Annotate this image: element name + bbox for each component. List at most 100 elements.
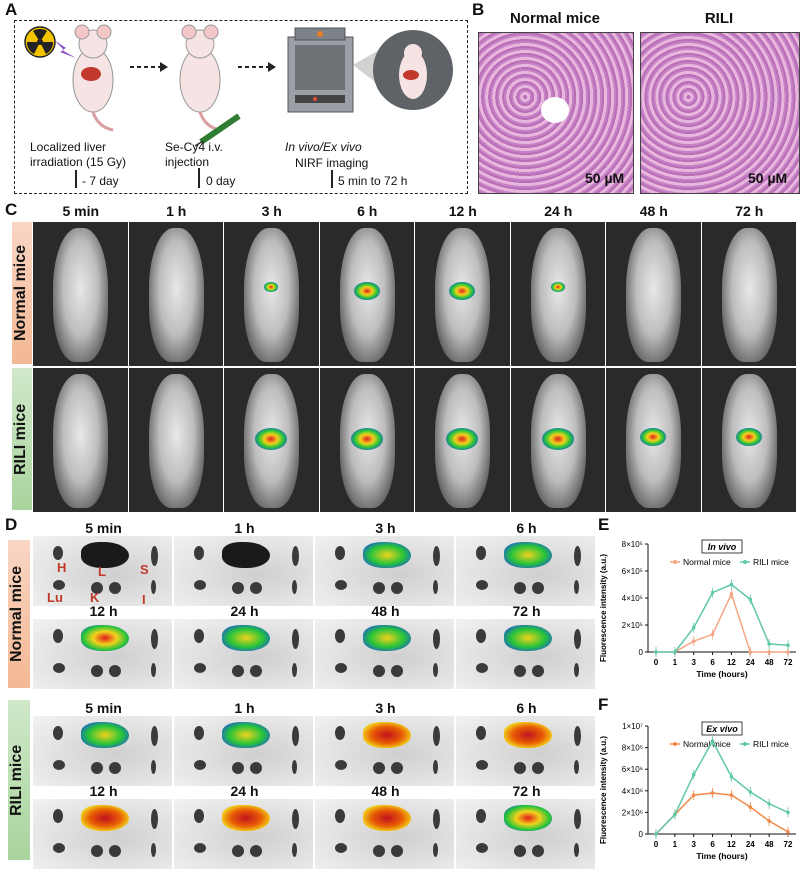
d-row-bg-normal — [8, 540, 30, 688]
d-time-label: 72 h — [512, 783, 541, 799]
d-row-bg-rili — [8, 700, 30, 860]
organ-label-liver: L — [98, 564, 106, 579]
y-tick-label: 4×10⁶ — [622, 787, 643, 796]
legend-entry: Normal mice — [683, 557, 731, 567]
y-tick-label: 2×10⁶ — [622, 808, 643, 817]
ex-vivo-image — [174, 536, 313, 606]
in-vivo-image — [224, 368, 319, 512]
x-tick-label: 12 — [727, 840, 736, 849]
liver-organ — [504, 542, 552, 568]
data-point — [786, 650, 790, 654]
d-time-label: 1 h — [234, 520, 255, 536]
x-tick-label: 12 — [727, 658, 736, 667]
y-tick-label: 0 — [639, 648, 644, 657]
organ-label-heart: H — [57, 560, 67, 575]
ex-vivo-image — [315, 716, 454, 786]
liver-organ — [81, 805, 129, 831]
ex-vivo-image — [174, 716, 313, 786]
liver-organ — [81, 722, 129, 748]
data-point — [767, 642, 771, 646]
fluorescence-signal — [640, 428, 666, 447]
lightning-icon — [54, 40, 76, 58]
organ-label-kidney: K — [90, 590, 100, 605]
liver-organ — [363, 625, 411, 651]
d-time-label: 48 h — [371, 783, 400, 799]
data-point — [786, 643, 790, 648]
x-tick-label: 0 — [654, 840, 659, 849]
c-time-label: 1 h — [166, 203, 187, 219]
fluorescence-signal — [449, 282, 475, 301]
d-time-label: 24 h — [230, 603, 259, 619]
data-point — [691, 772, 696, 777]
radiation-icon — [24, 26, 56, 58]
data-point — [729, 774, 734, 779]
in-vivo-image — [128, 222, 223, 366]
ex-vivo-image — [33, 536, 172, 606]
row-label-normal: Normal mice — [12, 244, 29, 342]
y-tick-label: 2×10⁵ — [622, 621, 643, 630]
liver-organ — [504, 625, 552, 651]
in-vivo-image — [128, 368, 223, 512]
liver-organ — [222, 625, 270, 651]
data-point — [710, 791, 715, 795]
data-point — [691, 793, 696, 797]
d-time-label: 48 h — [371, 603, 400, 619]
data-point — [729, 793, 734, 797]
y-tick-label: 1×10⁷ — [622, 722, 643, 731]
y-tick-label: 6×10⁶ — [622, 765, 643, 774]
in-vivo-image — [415, 222, 510, 366]
fluorescence-signal — [255, 428, 287, 451]
in-vivo-image — [510, 368, 605, 512]
data-point — [767, 650, 771, 654]
data-point — [786, 810, 790, 815]
in-vivo-image — [319, 368, 414, 512]
d-time-label: 3 h — [375, 700, 396, 716]
panel-label-f: F — [598, 695, 609, 714]
c-time-label: 72 h — [735, 203, 764, 219]
chart-ex-vivo: Ex vivo 0 2×10⁶ 4×10⁶ 6×10⁶ 8×10⁶ 1×10⁷ 0 1 3 6 12 2… — [599, 721, 796, 861]
y-tick-label: 8×10⁶ — [622, 744, 643, 753]
y-tick-label: 0 — [639, 830, 644, 839]
in-vivo-image — [33, 368, 128, 512]
step2-label: Se-Cy4 i.v. injection — [165, 140, 223, 169]
mouse-illustration-1 — [72, 24, 114, 132]
legend-entry: Normal mice — [683, 739, 731, 749]
data-point — [729, 592, 734, 596]
in-vivo-image — [701, 222, 796, 366]
d-time-label: 3 h — [375, 520, 396, 536]
ex-vivo-image — [315, 619, 454, 689]
liver-organ — [222, 542, 270, 568]
ex-vivo-image — [456, 619, 595, 689]
ex-vivo-image — [315, 799, 454, 869]
liver-organ — [81, 625, 129, 651]
x-tick-label: 48 — [765, 658, 774, 667]
arrow-dashed-2 — [238, 62, 276, 72]
y-tick-label: 8×10⁵ — [622, 540, 643, 549]
d-row-label-rili: RILI mice — [8, 744, 25, 816]
series-line — [656, 591, 788, 653]
row-label-rili: RILI mice — [12, 403, 29, 475]
fluorescence-signal — [735, 428, 762, 447]
chart-title: In vivo — [708, 542, 737, 552]
data-point — [748, 650, 753, 654]
d-time-label: 6 h — [516, 520, 537, 536]
in-vivo-image — [415, 368, 510, 512]
ex-vivo-image — [174, 619, 313, 689]
liver-organ — [504, 722, 552, 748]
data-point — [654, 832, 658, 836]
imaging-system-icon — [287, 27, 453, 113]
c-time-label: 5 min — [62, 203, 100, 219]
data-point — [691, 625, 696, 630]
x-tick-label: 24 — [746, 840, 755, 849]
liver-organ — [363, 805, 411, 831]
data-point — [767, 801, 771, 806]
x-tick-label: 48 — [765, 840, 774, 849]
ex-vivo-image — [456, 536, 595, 606]
step1-label: Localized liver irradiation (15 Gy) — [30, 140, 127, 169]
c-time-label: 6 h — [357, 203, 378, 219]
y-axis-label: Fluorescence intensity (a.u.) — [599, 736, 608, 844]
fluorescence-signal — [350, 428, 383, 451]
histology-image-rili — [640, 32, 800, 194]
fluorescence-signal — [353, 282, 380, 301]
x-axis-label: Time (hours) — [696, 851, 747, 861]
